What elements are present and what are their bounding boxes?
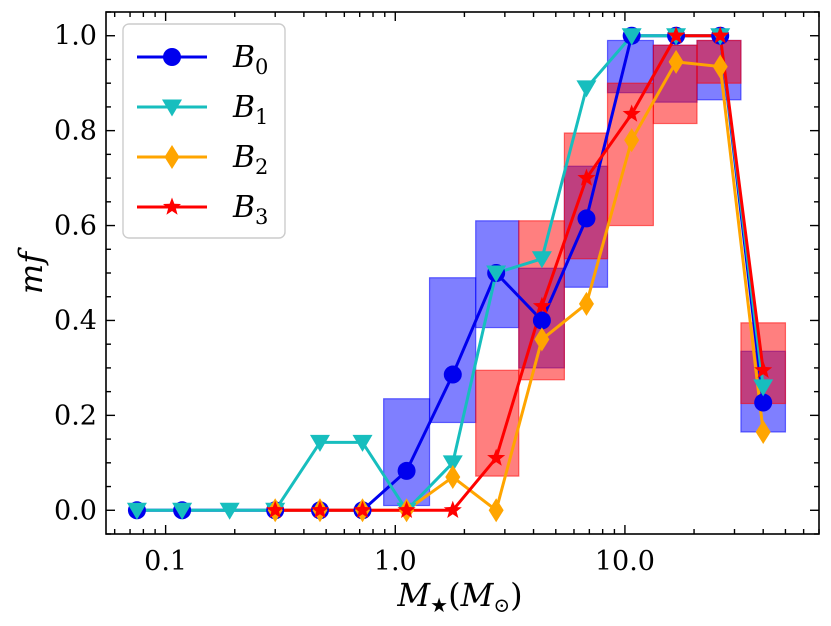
y-axis-label: mf [12,247,50,294]
error-box-b0-0 [383,398,431,507]
point-b3-2 [353,500,372,518]
point-b3-3 [397,500,416,518]
point-b1-5 [352,434,373,452]
y-tick-label-0: 0.0 [54,495,97,526]
point-b1-0 [126,502,147,520]
point-b3-9 [667,26,686,44]
y-tick-label-5: 1.0 [54,21,97,52]
point-b2-4 [445,465,461,490]
point-b3-11 [754,360,773,378]
point-b1-1 [172,502,193,520]
point-b3-1 [310,500,330,518]
axis-labels-layer: M★(M⊙) mf [12,247,523,617]
point-b2-5 [488,498,504,523]
point-b3-0 [266,500,285,518]
y-tick-label-3: 0.6 [54,211,97,242]
point-b2-10 [712,54,728,79]
legend-marker-b3 [162,197,182,215]
point-b1-14 [753,379,774,397]
point-b2-9 [668,49,684,74]
point-b1-8 [486,265,507,283]
point-b1-4 [309,434,330,452]
y-tick-label-2: 0.4 [54,305,97,336]
point-b1-7 [442,455,463,473]
legend-label-b1: B1 [232,90,268,129]
point-b3-5 [487,448,506,466]
x-axis-label: M★(M⊙) [396,576,522,617]
legend-label-b0: B0 [232,40,268,79]
point-b2-11 [755,419,771,444]
point-b0-13 [754,393,773,412]
point-b1-9 [531,251,552,269]
point-b2-6 [534,327,550,352]
y-tick-label-4: 0.8 [54,116,97,147]
tick-labels-layer: 0.1 1.0 10.0 0.0 0.2 0.4 0.6 0.8 1.0 [54,21,655,577]
markers-layer [126,26,774,523]
point-b3-6 [532,296,551,314]
error-box-b0-1 [428,277,477,424]
point-b1-10 [576,80,597,98]
point-b0-9 [577,209,596,228]
plot-frame [105,11,820,535]
point-b0-8 [532,311,551,330]
legend-label-b3: B3 [232,190,268,229]
legend-marker-b2 [164,145,180,169]
point-b1-2 [219,502,240,520]
point-b3-7 [577,168,596,186]
legend-marker-b0 [163,48,181,66]
y-tick-label-1: 0.2 [54,400,97,431]
point-b3-10 [711,26,730,44]
point-b3-8 [622,104,641,122]
legend-label-b2: B2 [232,140,268,179]
x-tick-label-1: 1.0 [374,546,417,577]
point-b2-7 [578,291,594,316]
point-b1-11 [621,28,642,46]
x-tick-label-2: 10.0 [595,546,655,577]
point-b0-5 [397,461,416,480]
point-b3-4 [443,500,462,518]
error-box-b3-2 [563,132,609,260]
x-tick-label-0: 0.1 [144,546,187,577]
legend-frame [122,23,286,239]
point-b0-6 [443,365,462,384]
point-b2-8 [624,128,640,153]
legend: B0 B1 B2 B3 [122,23,286,239]
legend-marker-b1 [162,99,182,117]
